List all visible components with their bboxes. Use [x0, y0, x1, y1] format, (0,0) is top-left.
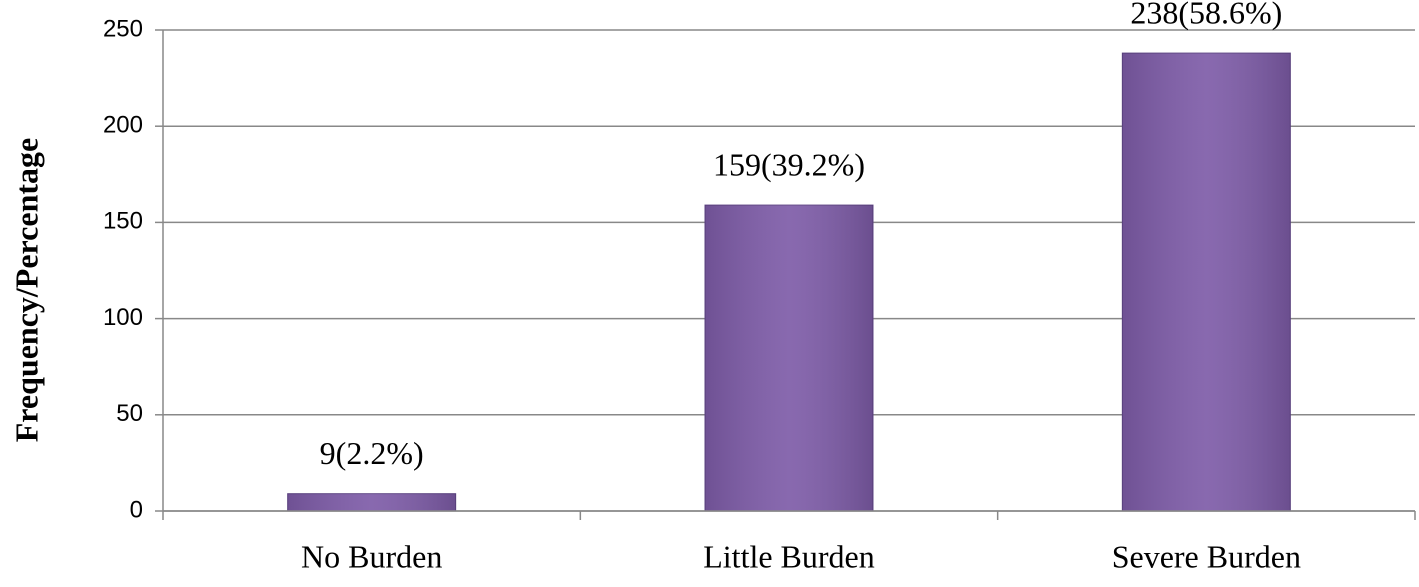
y-tick-label: 100 [103, 304, 143, 331]
y-tick-label: 200 [103, 112, 143, 139]
bar [1121, 52, 1291, 512]
y-tick-label: 150 [103, 208, 143, 235]
y-tick-label: 250 [103, 15, 143, 42]
x-tick-label: No Burden [301, 538, 442, 574]
x-tick-label: Severe Burden [1112, 538, 1301, 574]
y-axis-label: Frequency/Percentage [8, 138, 44, 443]
value-label: 159(39.2%) [713, 146, 865, 182]
x-tick-label: Little Burden [703, 538, 875, 574]
y-tick-label: 50 [116, 400, 143, 427]
y-tick-label: 0 [130, 496, 143, 523]
value-label: 238(58.6%) [1130, 0, 1282, 30]
bar [287, 493, 457, 512]
bar [704, 204, 874, 512]
value-label: 9(2.2%) [320, 435, 424, 471]
